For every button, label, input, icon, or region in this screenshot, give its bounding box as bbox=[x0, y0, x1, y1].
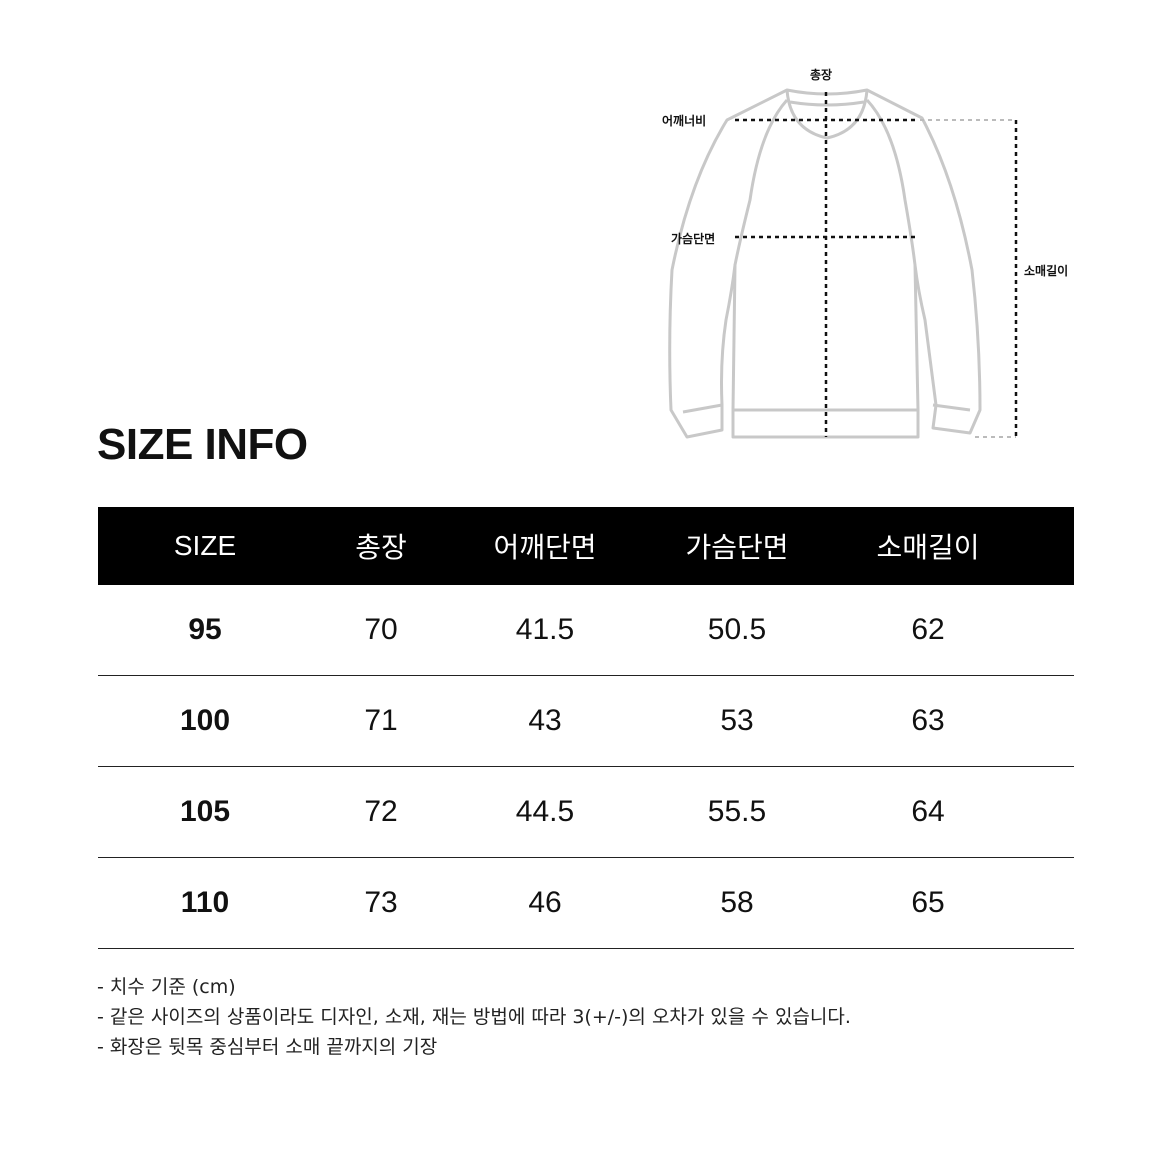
note-line: - 같은 사이즈의 상품이라도 디자인, 소재, 재는 방법에 따라 3(+/-… bbox=[97, 1006, 851, 1028]
sleeve-length-label: 소매길이 bbox=[1024, 264, 1069, 278]
header-total-length: 총장 bbox=[355, 531, 407, 564]
note-line: - 치수 기준 (cm) bbox=[97, 976, 236, 998]
cell-shoulder: 41.5 bbox=[515, 613, 575, 646]
header-shoulder: 어깨단면 bbox=[493, 531, 597, 564]
cell-chest: 53 bbox=[720, 704, 754, 737]
table-row: 105 72 44.5 55.5 64 bbox=[98, 767, 1074, 858]
cell-shoulder: 43 bbox=[528, 704, 562, 737]
cell-size: 95 bbox=[188, 613, 222, 646]
cell-shoulder: 44.5 bbox=[515, 795, 575, 828]
cell-sleeve: 65 bbox=[911, 886, 945, 919]
cell-size: 110 bbox=[180, 886, 230, 919]
size-table: SIZE 총장 어깨단면 가슴단면 소매길이 95 70 41.5 50.5 6… bbox=[98, 507, 1074, 949]
cell-total-length: 71 bbox=[364, 704, 398, 737]
header-sleeve: 소매길이 bbox=[876, 531, 980, 564]
cell-chest: 58 bbox=[720, 886, 754, 919]
size-diagram: 총장 어깨너비 가슴단면 소매길이 bbox=[0, 0, 1170, 460]
table-row: 110 73 46 58 65 bbox=[98, 858, 1074, 949]
size-notes: - 치수 기준 (cm) - 같은 사이즈의 상품이라도 디자인, 소재, 재는… bbox=[97, 972, 851, 1062]
note-line: - 화장은 뒷목 중심부터 소매 끝까지의 기장 bbox=[97, 1036, 438, 1058]
cell-total-length: 73 bbox=[364, 886, 398, 919]
table-row: 100 71 43 53 63 bbox=[98, 676, 1074, 767]
table-row: 95 70 41.5 50.5 62 bbox=[98, 585, 1074, 676]
cell-sleeve: 62 bbox=[911, 613, 945, 646]
header-chest: 가슴단면 bbox=[685, 531, 789, 564]
cell-total-length: 72 bbox=[364, 795, 398, 828]
cell-chest: 50.5 bbox=[707, 613, 767, 646]
cell-total-length: 70 bbox=[364, 613, 398, 646]
shoulder-width-label: 어깨너비 bbox=[662, 114, 707, 128]
sweater-outline bbox=[668, 88, 1018, 439]
table-header: SIZE 총장 어깨단면 가슴단면 소매길이 bbox=[98, 507, 1074, 585]
cell-size: 100 bbox=[179, 704, 231, 737]
cell-shoulder: 46 bbox=[528, 886, 562, 919]
header-size: SIZE bbox=[173, 530, 237, 561]
cell-size: 105 bbox=[179, 795, 231, 828]
total-length-label: 총장 bbox=[810, 68, 833, 82]
chest-width-label: 가슴단면 bbox=[671, 232, 716, 246]
page-title: SIZE INFO bbox=[97, 420, 308, 469]
cell-sleeve: 63 bbox=[911, 704, 945, 737]
cell-sleeve: 64 bbox=[911, 795, 945, 828]
cell-chest: 55.5 bbox=[707, 795, 767, 828]
